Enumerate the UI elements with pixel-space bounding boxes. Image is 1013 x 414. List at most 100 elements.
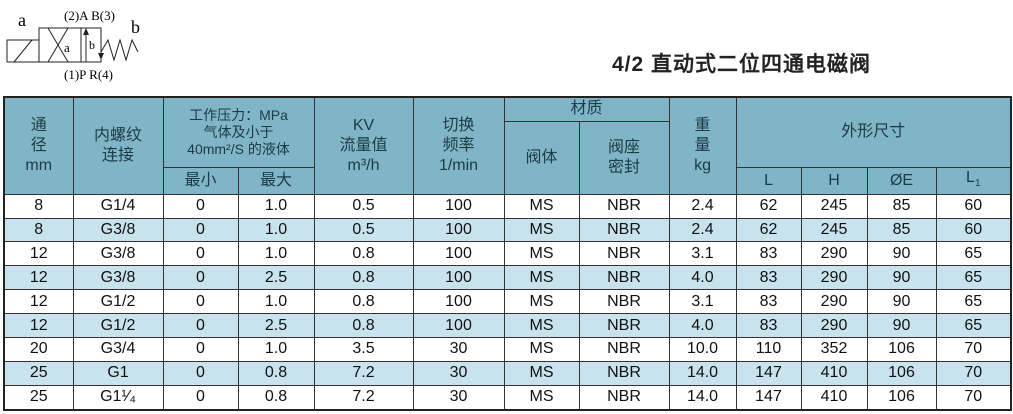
cell-pressure-max: 1.0	[237, 289, 315, 315]
label-a: a	[18, 10, 26, 30]
cell-L: 83	[735, 265, 802, 291]
cell-pressure-max: 1.0	[237, 193, 315, 219]
table-row: 12 G3/8 0 1.0 0.8 100 MS NBR 3.1 83 290 90 65	[3, 241, 1012, 267]
cell-kv: 0.5	[313, 217, 414, 243]
cell-thread: G3/4	[72, 337, 164, 362]
header-L: L	[735, 166, 802, 195]
cell-bore: 8	[3, 217, 74, 243]
table-row: 20 G3/4 0 1.0 3.5 30 MS NBR 10.0 110 352 106 70	[3, 337, 1012, 362]
cell-pressure-min: 0	[162, 360, 239, 386]
cell-L: 83	[735, 289, 802, 315]
cell-bore: 8	[3, 193, 74, 219]
cell-thread: G1	[72, 360, 164, 386]
cell-seal: NBR	[578, 265, 670, 291]
cell-L: 62	[735, 217, 802, 243]
cell-pressure-min: 0	[162, 337, 239, 362]
header-E: ØE	[866, 166, 937, 195]
cell-body: MS	[503, 265, 580, 291]
cell-pressure-max: 1.0	[237, 241, 315, 267]
cell-body: MS	[503, 217, 580, 243]
cell-L1: 65	[935, 289, 1012, 315]
cell-pressure-max: 0.8	[237, 360, 315, 386]
cell-H: 290	[800, 265, 868, 291]
cell-body: MS	[503, 313, 580, 339]
cell-pressure-min: 0	[162, 313, 239, 339]
cell-body: MS	[503, 337, 580, 362]
cell-H: 290	[800, 289, 868, 315]
cell-pressure-max: 2.5	[237, 265, 315, 291]
table-row: 12 G1/2 0 2.5 0.8 100 MS NBR 4.0 83 290 90 65	[3, 313, 1012, 339]
top-ports-label: (2)A B(3)	[64, 8, 115, 23]
cell-L1: 65	[935, 313, 1012, 339]
cell-L1: 70	[935, 337, 1012, 362]
cell-pressure-min: 0	[162, 384, 239, 411]
cell-pressure-max: 0.8	[237, 384, 315, 411]
cell-weight: 3.1	[668, 241, 737, 267]
header-kv: KV 流量值 m³/h	[313, 96, 414, 195]
cell-pressure-max: 2.5	[237, 313, 315, 339]
cell-kv: 0.8	[313, 313, 414, 339]
cell-weight: 3.1	[668, 289, 737, 315]
cell-bore: 12	[3, 289, 74, 315]
cell-frequency: 100	[412, 217, 505, 243]
cell-E: 106	[866, 384, 937, 411]
cell-frequency: 100	[412, 241, 505, 267]
cell-pressure-min: 0	[162, 265, 239, 291]
cell-kv: 0.5	[313, 193, 414, 219]
cell-seal: NBR	[578, 217, 670, 243]
cell-E: 106	[866, 360, 937, 386]
cell-thread: G1/2	[72, 289, 164, 315]
cell-H: 410	[800, 384, 868, 411]
page-title: 4/2 直动式二位四通电磁阀	[612, 53, 872, 76]
cell-seal: NBR	[578, 384, 670, 411]
header-bore: 通径 mm	[3, 96, 74, 195]
cell-seal: NBR	[578, 313, 670, 339]
inner-b-label: b	[89, 38, 95, 52]
cell-frequency: 100	[412, 289, 505, 315]
cell-weight: 14.0	[668, 384, 737, 411]
cell-body: MS	[503, 289, 580, 315]
cell-L: 147	[735, 360, 802, 386]
valve-symbol: a b (2)A B(3) (1)P R(4) a b	[6, 8, 140, 82]
cell-pressure-min: 0	[162, 193, 239, 219]
table-row: 25 G1 0 0.8 7.2 30 MS NBR 14.0 147 410 106 70	[3, 360, 1012, 386]
cell-thread: G1¹⁄₄	[72, 384, 164, 411]
cell-H: 352	[800, 337, 868, 362]
header-pressure-min: 最小	[162, 166, 239, 195]
cell-kv: 3.5	[313, 337, 414, 362]
cell-L1: 65	[935, 241, 1012, 267]
header-body: 阀体	[503, 120, 580, 195]
cell-E: 90	[866, 241, 937, 267]
cell-frequency: 100	[412, 313, 505, 339]
cell-H: 245	[800, 193, 868, 219]
label-b: b	[131, 17, 140, 37]
cell-weight: 14.0	[668, 360, 737, 386]
cell-L: 147	[735, 384, 802, 411]
cell-E: 90	[866, 313, 937, 339]
cell-L: 110	[735, 337, 802, 362]
table-row: 25 G1¹⁄₄ 0 0.8 7.2 30 MS NBR 14.0 147 410 106 70	[3, 384, 1012, 411]
cell-thread: G3/8	[72, 241, 164, 267]
cell-E: 106	[866, 337, 937, 362]
cell-L: 83	[735, 313, 802, 339]
cell-kv: 0.8	[313, 265, 414, 291]
cell-thread: G3/8	[72, 217, 164, 243]
cell-weight: 10.0	[668, 337, 737, 362]
cell-E: 85	[866, 193, 937, 219]
cell-frequency: 100	[412, 193, 505, 219]
cell-H: 290	[800, 241, 868, 267]
cell-L1: 70	[935, 384, 1012, 411]
cell-kv: 0.8	[313, 241, 414, 267]
cell-pressure-min: 0	[162, 217, 239, 243]
cell-seal: NBR	[578, 337, 670, 362]
cell-bore: 25	[3, 360, 74, 386]
table-row: 8 G3/8 0 1.0 0.5 100 MS NBR 2.4 62 245 85 60	[3, 217, 1012, 243]
cell-body: MS	[503, 241, 580, 267]
cell-L1: 60	[935, 193, 1012, 219]
cell-E: 85	[866, 217, 937, 243]
header-frequency: 切换 频率 1/min	[412, 96, 505, 195]
header-thread: 内螺纹 连接	[72, 96, 164, 195]
cell-thread: G3/8	[72, 265, 164, 291]
cell-L1: 70	[935, 360, 1012, 386]
cell-L: 62	[735, 193, 802, 219]
